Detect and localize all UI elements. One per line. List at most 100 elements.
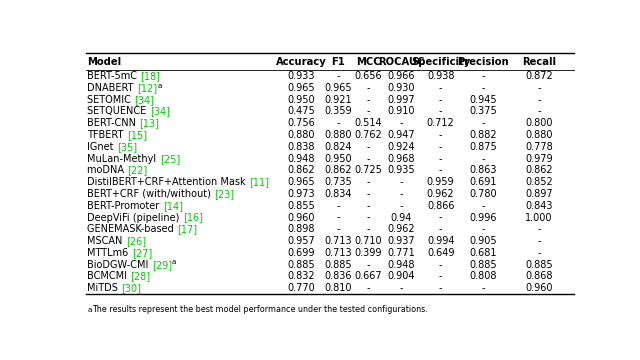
Text: 0.897: 0.897 [525,189,553,199]
Text: 0.713: 0.713 [324,236,353,246]
Text: [18]: [18] [141,71,161,81]
Text: 0.905: 0.905 [469,236,497,246]
Text: a: a [88,306,92,312]
Text: -: - [439,95,442,105]
Text: 0.756: 0.756 [287,118,315,128]
Text: 0.780: 0.780 [469,189,497,199]
Text: MiTDS: MiTDS [88,283,122,293]
Text: 0.834: 0.834 [324,189,352,199]
Text: 0.94: 0.94 [391,212,412,222]
Text: 0.399: 0.399 [355,248,382,258]
Text: 0.962: 0.962 [427,189,454,199]
Text: Accuracy: Accuracy [276,57,326,67]
Text: -: - [366,177,370,187]
Text: 0.960: 0.960 [525,283,553,293]
Text: [17]: [17] [177,224,197,234]
Text: TFBERT: TFBERT [88,130,127,140]
Text: 0.950: 0.950 [287,95,315,105]
Text: 0.948: 0.948 [287,154,315,163]
Text: 0.910: 0.910 [388,107,415,117]
Text: [11]: [11] [249,177,269,187]
Text: a: a [172,260,177,265]
Text: 0.836: 0.836 [324,271,352,282]
Text: -: - [399,118,403,128]
Text: 0.862: 0.862 [525,165,553,175]
Text: BERT+CRF (with/without): BERT+CRF (with/without) [88,189,214,199]
Text: [28]: [28] [131,271,150,282]
Text: -: - [439,107,442,117]
Text: -: - [337,212,340,222]
Text: -: - [481,83,484,93]
Text: 0.735: 0.735 [324,177,353,187]
Text: -: - [439,283,442,293]
Text: 0.832: 0.832 [287,271,315,282]
Text: BCMCMI: BCMCMI [88,271,131,282]
Text: -: - [537,236,541,246]
Text: 0.771: 0.771 [388,248,415,258]
Text: 0.710: 0.710 [354,236,382,246]
Text: 0.945: 0.945 [469,95,497,105]
Text: 0.475: 0.475 [287,107,315,117]
Text: -: - [337,118,340,128]
Text: [27]: [27] [132,248,152,258]
Text: The results represent the best model performance under the tested configurations: The results represent the best model per… [92,305,428,314]
Text: 0.960: 0.960 [287,212,315,222]
Text: -: - [481,71,484,81]
Text: Specificity: Specificity [411,57,470,67]
Text: 0.862: 0.862 [287,165,315,175]
Text: 0.691: 0.691 [469,177,497,187]
Text: -: - [439,224,442,234]
Text: [14]: [14] [163,201,183,211]
Text: -: - [481,154,484,163]
Text: 0.930: 0.930 [388,83,415,93]
Text: 0.712: 0.712 [427,118,454,128]
Text: 0.656: 0.656 [354,71,382,81]
Text: 0.810: 0.810 [324,283,352,293]
Text: 0.880: 0.880 [287,130,315,140]
Text: -: - [399,283,403,293]
Text: 0.938: 0.938 [427,71,454,81]
Text: 0.898: 0.898 [287,224,315,234]
Text: -: - [366,154,370,163]
Text: -: - [537,224,541,234]
Text: [13]: [13] [140,118,159,128]
Text: -: - [366,142,370,152]
Text: -: - [481,201,484,211]
Text: 0.770: 0.770 [287,283,315,293]
Text: [34]: [34] [134,95,154,105]
Text: -: - [366,95,370,105]
Text: MTTLm6: MTTLm6 [88,248,132,258]
Text: 0.965: 0.965 [324,83,353,93]
Text: -: - [439,154,442,163]
Text: -: - [439,142,442,152]
Text: 0.681: 0.681 [469,248,497,258]
Text: -: - [481,224,484,234]
Text: -: - [337,201,340,211]
Text: 0.904: 0.904 [388,271,415,282]
Text: 0.880: 0.880 [525,130,553,140]
Text: -: - [439,130,442,140]
Text: IGnet: IGnet [88,142,117,152]
Text: -: - [439,271,442,282]
Text: 0.957: 0.957 [287,236,315,246]
Text: SETQUENCE: SETQUENCE [88,107,150,117]
Text: 0.762: 0.762 [354,130,382,140]
Text: -: - [439,260,442,270]
Text: BERT-Promoter: BERT-Promoter [88,201,163,211]
Text: BERT-CNN: BERT-CNN [88,118,140,128]
Text: 0.778: 0.778 [525,142,553,152]
Text: 0.885: 0.885 [525,260,553,270]
Text: -: - [537,107,541,117]
Text: 0.838: 0.838 [287,142,315,152]
Text: [15]: [15] [127,130,147,140]
Text: -: - [439,165,442,175]
Text: ROCAUC: ROCAUC [378,57,424,67]
Text: 0.863: 0.863 [469,165,497,175]
Text: -: - [537,95,541,105]
Text: -: - [366,283,370,293]
Text: -: - [366,107,370,117]
Text: 0.950: 0.950 [324,154,353,163]
Text: BERT-5mC: BERT-5mC [88,71,141,81]
Text: 0.862: 0.862 [324,165,353,175]
Text: DNABERT: DNABERT [88,83,137,93]
